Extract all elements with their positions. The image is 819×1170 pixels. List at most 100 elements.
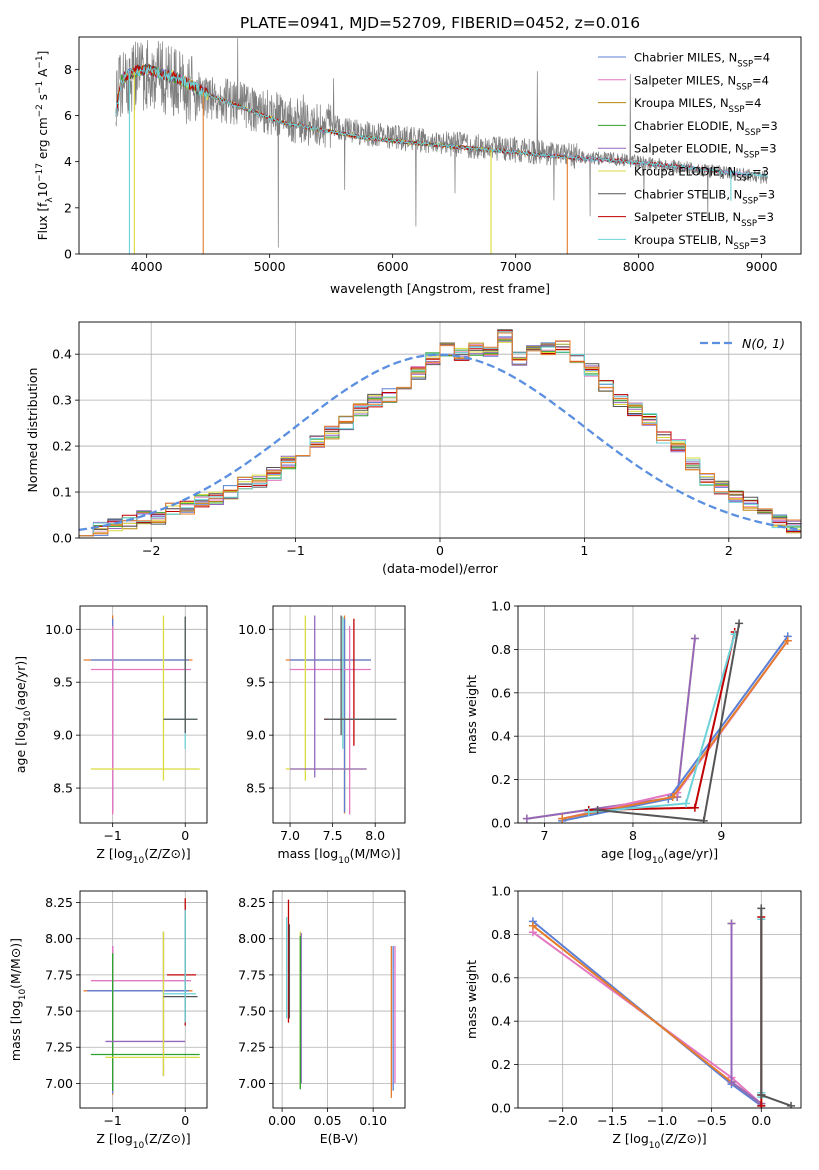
y-tick-label: 0.2	[491, 772, 511, 787]
x-tick-label: 7	[541, 828, 549, 843]
y-axis-label-a: mass [log	[8, 1000, 23, 1061]
x-tick-label: −1	[103, 1113, 121, 1128]
y-tick-label: 0.8	[491, 642, 511, 657]
panel-mass-weight-vs-age: 7 8 9 0.0 0.2 0.4 0.6 0.8 1.0 mass weight age [log…	[464, 599, 802, 866]
x-tick-label: 9	[717, 828, 725, 843]
plot-area	[115, 38, 768, 254]
y-axis-label: Flux [fλ10−17 erg cm−2 s−1 A−1]	[35, 51, 55, 241]
legend-entry: Salpeter STELIB, NSSP=3	[634, 210, 774, 229]
y-axis-label: mass [log10(M/M⊙)]	[8, 938, 28, 1061]
axes-frame	[78, 36, 802, 255]
figure-title: PLATE=0941, MJD=52709, FIBERID=0452, z=0…	[240, 14, 640, 32]
legend-text: Chabrier MILES, N	[634, 51, 737, 65]
y-tick-label: 9.5	[246, 675, 266, 690]
mass-weight-line	[730, 923, 762, 1105]
y-tick-label: 9.5	[53, 675, 73, 690]
plot-area	[286, 899, 396, 1098]
y-tick-label: 0.3	[52, 393, 72, 408]
y-tick-label: 7.50	[238, 1004, 266, 1019]
y-tick-label: 4	[64, 154, 72, 169]
x-tick-label: 1	[580, 543, 588, 558]
y-tick-label: 0.6	[491, 685, 511, 700]
x-axis-label: mass [log10(M/M⊙)]	[277, 846, 400, 866]
legend-entry: Kroupa STELIB, NSSP=3	[634, 233, 766, 252]
x-tick-label: 0	[181, 1113, 189, 1128]
legend-entry: Chabrier ELODIE, NSSP=3	[634, 119, 778, 138]
axes-frame	[517, 605, 802, 824]
legend-sub: SSP	[736, 174, 752, 184]
mass-weight-line	[588, 633, 736, 814]
y-tick-label: 0.2	[52, 439, 72, 454]
axes-frame	[272, 890, 406, 1109]
legend-entry: Chabrier STELIB, NSSP=3	[634, 187, 775, 206]
legend-suffix: =3	[757, 210, 774, 224]
histogram-step	[79, 332, 801, 537]
y-tick-label: 7.25	[238, 1040, 266, 1055]
plot-area	[79, 329, 801, 537]
legend-entry: Kroupa MILES, NSSP=4	[634, 96, 761, 115]
gaussian-curve	[79, 353, 801, 532]
legend-entry: Kroupa ELODIE, NSSP=3	[634, 165, 769, 184]
legend-sub: SSP	[729, 105, 745, 115]
legend-text: Salpeter ELODIE, N	[634, 142, 744, 156]
legend-sub: SSP	[741, 219, 757, 229]
x-axis-label-sub: 10	[133, 1141, 145, 1151]
x-axis-label-sub: 10	[338, 856, 350, 866]
x-axis-label: Z [log10(Z/Z⊙)]	[96, 1131, 190, 1151]
y-tick-label: 8.25	[45, 895, 73, 910]
legend-suffix: =4	[752, 73, 769, 87]
x-axis-label-a: Z [log	[96, 1131, 132, 1146]
y-tick-label: 7.50	[45, 1004, 73, 1019]
x-axis-label-c: (Z/Z⊙)]	[144, 846, 190, 861]
y-label-part: A	[36, 68, 50, 81]
legend-entry: N(0, 1)	[742, 336, 785, 351]
x-tick-label: −1	[103, 828, 121, 843]
plus-marker	[584, 808, 593, 817]
plus-marker	[787, 1101, 796, 1108]
mass-weight-line	[760, 908, 792, 1107]
x-tick-label: 0.10	[359, 1113, 387, 1128]
y-tick-label: 0.4	[491, 1014, 511, 1029]
x-axis-label-a: age [log	[601, 846, 652, 861]
x-tick-label: 8	[629, 828, 637, 843]
y-label-part: −1	[35, 55, 45, 68]
legend-sub: SSP	[742, 196, 758, 206]
y-label-part: λ	[45, 197, 55, 203]
plus-marker	[593, 805, 602, 814]
x-tick-label: −1	[286, 543, 304, 558]
y-tick-label: 10.0	[45, 622, 73, 637]
x-tick-label: 4000	[131, 259, 163, 274]
y-tick-label: 7.75	[238, 967, 266, 982]
panel-mass-weight-vs-Z: −2.0 −1.5 −1.0 −0.5 0.0 0.0 0.2 0.4 0.6 0.8 1.0 mas…	[464, 884, 802, 1151]
legend-suffix: =3	[752, 165, 769, 179]
legend-suffix: =4	[753, 51, 770, 65]
x-tick-label: −2	[142, 543, 160, 558]
observed-spectrum	[115, 38, 768, 248]
x-tick-label: 7000	[500, 259, 532, 274]
plot-area	[285, 615, 397, 815]
x-tick-label: 8000	[623, 259, 655, 274]
y-axis-label: mass weight	[464, 675, 479, 754]
y-tick-label: 0.8	[491, 927, 511, 942]
plus-marker	[783, 636, 792, 645]
axes-frame	[79, 890, 208, 1109]
x-tick-label: 0.00	[268, 1113, 296, 1128]
x-tick-label: 2	[725, 543, 733, 558]
legend-suffix: =3	[758, 187, 775, 201]
y-tick-label: 0.2	[491, 1057, 511, 1072]
plus-marker	[727, 1077, 736, 1086]
model-spectrum-line	[115, 66, 768, 178]
x-axis-label-sub: 10	[133, 856, 145, 866]
legend-sub: SSP	[737, 60, 753, 70]
mass-weight-line	[526, 638, 696, 820]
plot-area	[528, 904, 796, 1108]
y-tick-label: 8.00	[45, 931, 73, 946]
y-tick-label: 0.0	[52, 531, 72, 546]
y-tick-label: 9.0	[246, 728, 266, 743]
legend-text: Kroupa ELODIE, N	[634, 165, 736, 179]
y-label-part: erg cm	[36, 117, 50, 163]
